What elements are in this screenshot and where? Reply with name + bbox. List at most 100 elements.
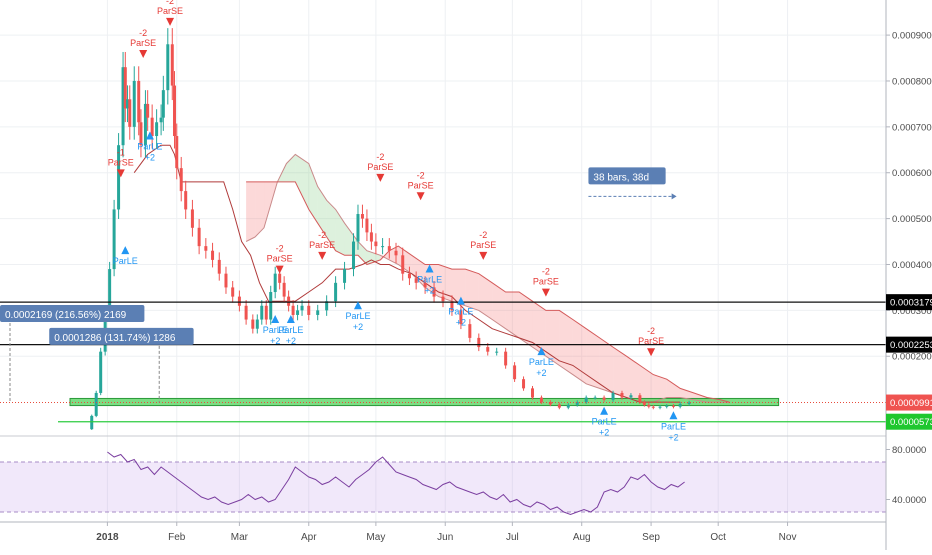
candle-body [112,209,116,270]
rsi-tick-label: 40.0000 [892,495,926,506]
sell-arrow-icon [318,251,327,260]
time-tick-label: Apr [301,532,317,543]
signal-count: +2 [424,285,434,295]
buy-arrow-icon [145,131,154,140]
support-band[interactable] [69,397,780,407]
time-tick-label: May [366,532,385,543]
signal-label: ParSE [309,240,335,250]
signal-count: -1 [117,147,125,157]
candle-body [687,402,691,404]
signal-label: ParSE [267,254,293,264]
price-badge [886,294,932,311]
candle-body [352,241,356,270]
signal-count: -2 [166,0,174,6]
signal-count: +2 [270,336,280,346]
candle-body [356,214,360,242]
signal-label: ParSE [470,240,496,250]
signal-label: ParSE [408,180,434,190]
candle-body [132,80,136,127]
time-tick-label: Jun [437,532,453,543]
candle-body [255,319,259,329]
candle-body [117,145,121,210]
candle-body [161,90,165,118]
candle-body [121,67,125,146]
candle-body [365,218,369,233]
buy-arrow-icon [121,246,130,255]
signal-label: ParLE [448,307,473,317]
signal-count: -2 [318,230,326,240]
cloud-segment [255,181,265,237]
candle-body [204,246,208,251]
measure-label-box[interactable] [0,304,145,322]
support-zone[interactable] [69,397,780,407]
time-tick-label: Mar [231,532,249,543]
cloud-segment [317,186,327,237]
candle-body [602,397,606,400]
candle-body [170,44,174,86]
price-badge [886,394,932,411]
cloud-segment [599,337,614,393]
candle-body [211,250,215,260]
signal-count: +2 [353,322,363,332]
candle-body [539,397,543,403]
sell-arrow-icon [376,173,385,182]
signal-label: ParSE [533,277,559,287]
cloud-segment [246,181,256,242]
candle-body [387,246,391,251]
buy-arrow-icon [425,264,434,273]
candle-body [126,99,130,109]
cloud-segment [639,365,654,403]
candle-body [642,402,646,405]
signal-count: -2 [542,267,550,277]
arrow-right-icon [671,193,677,200]
measure-label-box[interactable] [588,167,666,185]
candle-body [99,351,103,393]
candle-body [522,379,526,389]
candle-body [269,292,273,320]
candle-body [282,282,286,297]
candle-body [296,310,300,315]
candle-body [495,351,499,353]
cloud-segment [411,255,426,288]
signal-label: ParLE [345,311,370,321]
measure-annotations[interactable]: 0.0002169 (216.56%) 2169 0.0001286 (131.7… [0,167,677,403]
price-badge [886,413,932,430]
signal-label: ParSE [638,336,664,346]
candle-body [513,365,517,380]
sell-arrow-icon [416,192,425,201]
candle-body [184,191,188,210]
candle-body [360,214,364,219]
signal-label: ParSE [157,6,183,16]
buy-arrow-icon [537,347,546,356]
cloud-segment [451,269,466,306]
candle-body [504,351,508,366]
candle-body [441,296,445,302]
sell-arrow-icon [479,251,488,260]
candle-body [432,287,436,297]
sell-arrow-icon [116,169,125,178]
candle-body [137,80,141,123]
cloud-segment [465,269,479,311]
candle-body [557,404,561,408]
candle-body [450,301,454,311]
buy-arrow-icon [600,406,609,415]
sell-arrow-icon [541,288,550,297]
cloud-segment [308,163,318,224]
candle-body [593,397,597,399]
candle-body [665,405,669,407]
candle-body [658,406,662,408]
candle-body [224,273,228,288]
candle-body [264,305,268,320]
measure-label-box[interactable] [49,327,194,345]
candle-body [190,209,194,228]
candle-body [369,232,373,242]
price-badge-label: 0.0000573 [890,417,932,428]
